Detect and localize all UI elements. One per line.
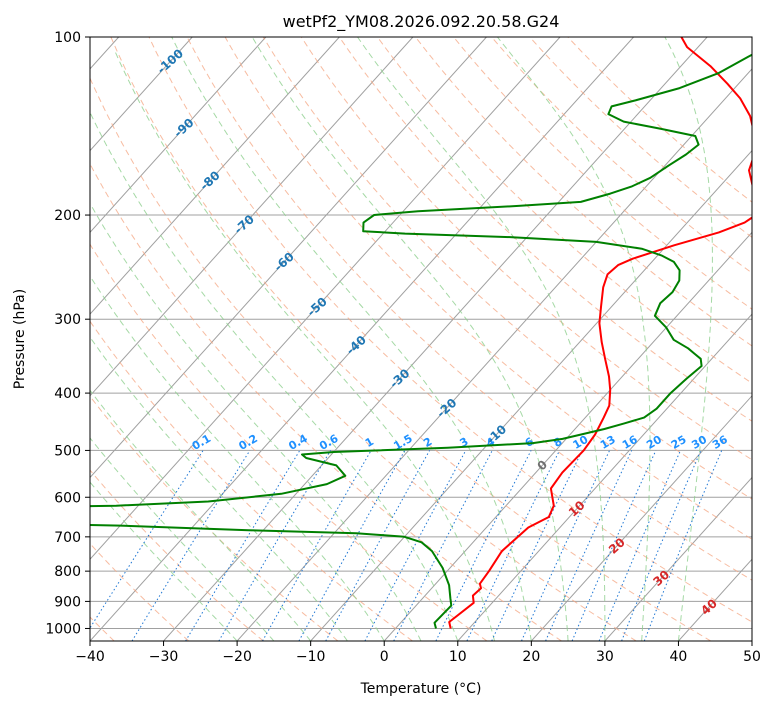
- x-tick-label: 40: [670, 649, 688, 665]
- x-tick-label: −40: [75, 649, 105, 665]
- isotherm-line: [90, 37, 561, 561]
- dewpoint-profile-line: [90, 53, 752, 629]
- x-tick-label: −10: [296, 649, 326, 665]
- mixing-ratio-line: [571, 450, 657, 641]
- profile-series: [90, 37, 752, 629]
- mixing-ratio-line: [90, 450, 204, 629]
- plot-frame: [89, 36, 753, 642]
- isotherm-line: [530, 395, 752, 641]
- background-lines: [90, 37, 752, 641]
- isotherm-line: [90, 37, 414, 397]
- moist-adiabat-line: [171, 37, 532, 641]
- moist-adiabat-line: [497, 37, 651, 641]
- y-tick-label: 400: [54, 386, 81, 402]
- mixing-ratio-line: [545, 450, 633, 641]
- y-tick-label: 700: [54, 530, 81, 546]
- y-tick-label: 600: [54, 490, 81, 506]
- y-tick-label: 100: [54, 30, 81, 46]
- y-tick-label: 800: [54, 564, 81, 580]
- dry-adiabat-line: [90, 162, 562, 641]
- isotherm-line: [236, 68, 752, 641]
- x-tick-label: 10: [449, 649, 467, 665]
- dry-adiabat-line: [90, 77, 637, 641]
- y-tick-label: 500: [54, 443, 81, 459]
- mixing-ratio-line: [185, 450, 301, 641]
- dry-adiabat-line: [224, 37, 752, 540]
- isotherm-line: [90, 37, 267, 234]
- isotherm-line: [163, 37, 708, 641]
- temperature-profile-line: [448, 37, 752, 629]
- mixing-ratio-line: [435, 450, 532, 641]
- y-tick-label: 200: [54, 208, 81, 224]
- moist-adiabat-line: [90, 111, 459, 641]
- x-tick-label: −20: [222, 649, 252, 665]
- isotherm-line: [90, 37, 340, 315]
- moist-adiabat-line: [251, 37, 569, 641]
- chart-title: wetPf2_YM08.2026.092.20.58.G24: [283, 12, 560, 32]
- dry-adiabat-line: [262, 37, 752, 500]
- isotherm-line: [383, 231, 752, 641]
- mixing-ratio-line: [131, 450, 251, 641]
- dry-adiabat-line: [415, 37, 752, 347]
- mixing-ratio-line: [521, 450, 611, 641]
- moist-adiabat-line: [90, 437, 275, 641]
- x-axis-label: Temperature (°C): [360, 681, 482, 697]
- moist-adiabat-line: [90, 336, 348, 641]
- mixing-ratio-line: [598, 450, 681, 641]
- moist-adiabat-line: [90, 275, 385, 641]
- isotherm-line: [457, 313, 752, 641]
- y-tick-label: 1000: [45, 621, 81, 637]
- moist-adiabat-line: [90, 481, 238, 641]
- isotherm-line: [310, 149, 752, 641]
- moist-adiabat-line: [90, 202, 422, 641]
- axis-ticks: −40 −30 −20 −10 0 10 20 30 40 50 100 200 300 400 500 60…: [45, 30, 761, 665]
- isotherm-line: [90, 37, 634, 641]
- mixing-ratio-line: [325, 450, 431, 641]
- dry-adiabat-line: [90, 320, 413, 641]
- moist-adiabat-line: [90, 389, 312, 641]
- dry-adiabat-line: [186, 37, 752, 581]
- mixing-ratio-line: [491, 450, 583, 641]
- dry-adiabat-line: [110, 37, 712, 641]
- y-tick-label: 300: [54, 312, 81, 328]
- moist-adiabat-line: [357, 37, 606, 641]
- dry-adiabat-line: [567, 37, 752, 203]
- moist-adiabat-line: [664, 37, 713, 641]
- moist-adiabat-line: [113, 49, 496, 641]
- mixing-ratio-line: [298, 450, 406, 641]
- dry-adiabat-line: [338, 37, 752, 422]
- mixing-ratio-line: [218, 450, 332, 641]
- dry-adiabat-line: [491, 37, 752, 274]
- dry-adiabat-line: [148, 37, 752, 623]
- isotherm-line: [90, 37, 193, 152]
- x-tick-label: 20: [522, 649, 540, 665]
- y-tick-label: 900: [54, 594, 81, 610]
- x-tick-label: −30: [149, 649, 179, 665]
- dry-adiabat-line: [376, 37, 752, 384]
- x-tick-label: 50: [743, 649, 761, 665]
- y-axis-label: Pressure (hPa): [12, 289, 28, 389]
- isotherm-line: [604, 476, 752, 641]
- mixing-ratio-line: [262, 450, 372, 641]
- x-tick-label: 0: [380, 649, 389, 665]
- mixing-ratio-line: [466, 450, 561, 641]
- dry-adiabat-line: [453, 37, 752, 310]
- x-tick-label: 30: [596, 649, 614, 665]
- isotherm-line: [90, 37, 487, 479]
